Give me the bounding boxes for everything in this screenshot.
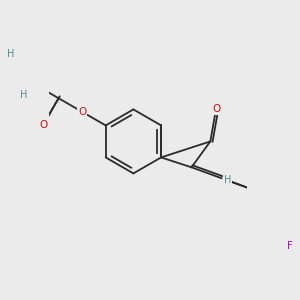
Text: O: O xyxy=(78,107,86,117)
Text: F: F xyxy=(287,241,293,251)
Text: H: H xyxy=(224,176,231,185)
Text: O: O xyxy=(212,104,220,114)
Text: H: H xyxy=(20,90,27,100)
Text: H: H xyxy=(7,49,14,59)
Text: O: O xyxy=(39,119,47,130)
